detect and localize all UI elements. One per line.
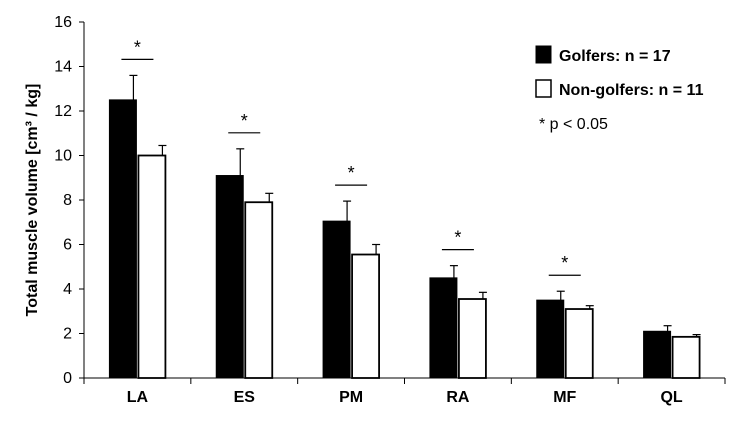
x-tick-label: LA [127, 389, 149, 406]
bar-non-golfers [351, 253, 380, 379]
bar-golfers [322, 220, 351, 379]
bar-golfers [108, 99, 137, 379]
y-tick-label: 2 [63, 326, 72, 343]
y-axis: 0 2 4 6 8 10 12 14 16 [54, 14, 85, 387]
significance-star: * [134, 37, 141, 57]
y-tick-label: 12 [54, 103, 72, 120]
legend: Golfers: n = 17 Non-golfers: n = 11 * p … [535, 45, 704, 133]
y-tick-label: 8 [63, 192, 72, 209]
y-tick-label: 14 [54, 59, 72, 76]
y-tick-label: 10 [54, 148, 72, 165]
bar-non-golfers [671, 335, 701, 379]
y-tick-label: 0 [63, 370, 72, 387]
legend-label-non-golfers: Non-golfers: n = 11 [559, 82, 704, 99]
y-tick-label: 4 [63, 281, 72, 298]
significance-star: * [241, 111, 248, 131]
x-tick-label: QL [660, 389, 682, 406]
significance-markers: * * * * * [121, 37, 581, 276]
x-axis: LA ES PM RA MF QL [83, 377, 726, 406]
x-tick-label: ES [234, 389, 256, 406]
y-axis-label: Total muscle volume [cm³ / kg] [24, 84, 41, 317]
legend-swatch-non-golfers [535, 79, 552, 98]
significance-note: * p < 0.05 [539, 116, 608, 133]
bar-non-golfers [458, 298, 487, 379]
significance-star: * [561, 253, 568, 273]
significance-star: * [454, 228, 461, 248]
bar-golfers [643, 330, 672, 379]
bars [108, 74, 701, 379]
bar-golfers [536, 299, 565, 379]
x-tick-label: MF [553, 389, 576, 406]
y-tick-label: 16 [54, 14, 72, 31]
x-tick-label: PM [339, 389, 363, 406]
bar-golfers [215, 175, 244, 379]
legend-swatch-golfers [535, 45, 552, 64]
bar-non-golfers [564, 308, 594, 379]
legend-label-golfers: Golfers: n = 17 [559, 48, 671, 65]
significance-star: * [348, 163, 355, 183]
bar-non-golfers [137, 154, 167, 379]
bar-non-golfers [244, 201, 274, 379]
bar-golfers [429, 277, 458, 379]
x-tick-label: RA [446, 389, 470, 406]
y-tick-label: 6 [63, 237, 72, 254]
